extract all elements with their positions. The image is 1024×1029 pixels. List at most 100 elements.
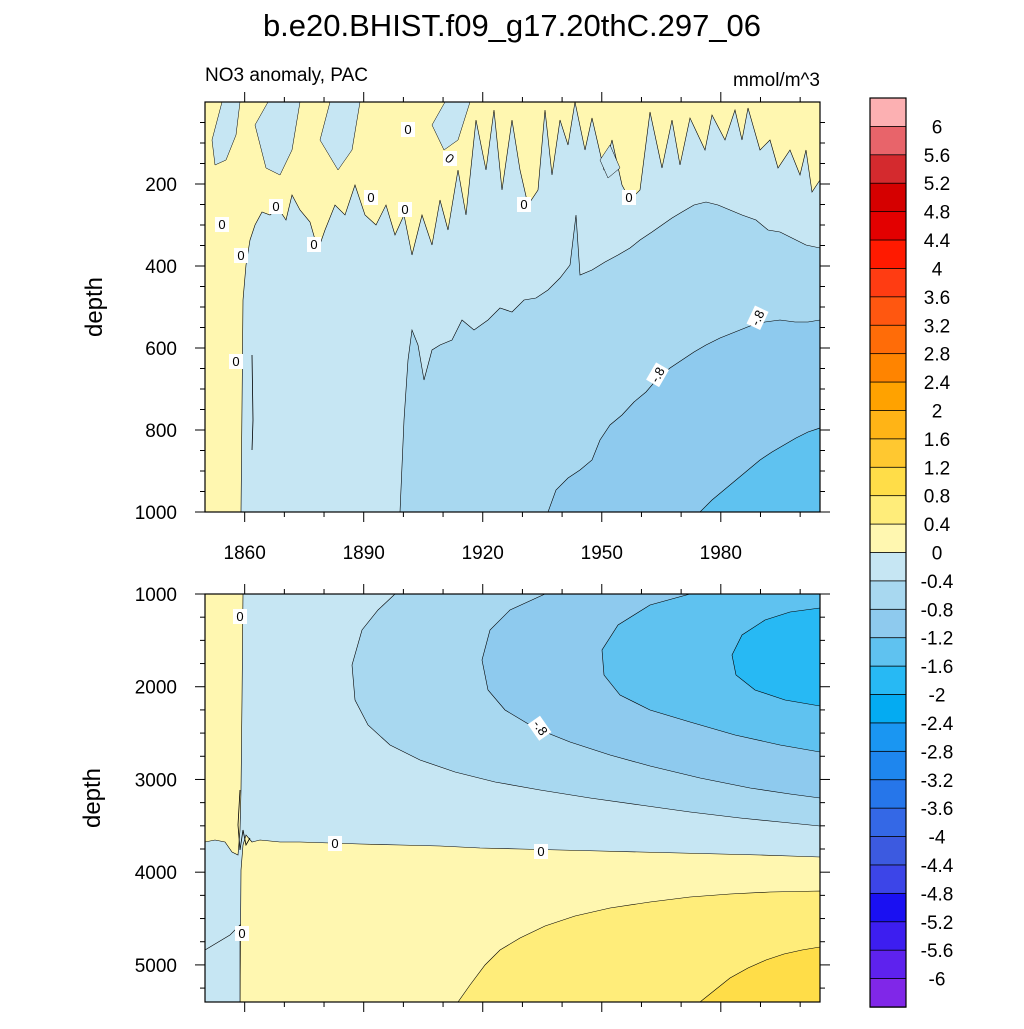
colorbar-tick-label: -1.6 — [921, 657, 954, 678]
colorbar-swatch — [869, 268, 907, 298]
colorbar-swatch — [869, 921, 907, 951]
colorbar-swatch — [869, 495, 907, 525]
colorbar-swatch — [869, 410, 907, 440]
colorbar-tick-label: 3.2 — [924, 316, 950, 337]
colorbar-swatch — [869, 296, 907, 326]
upper-neg08-region — [547, 319, 820, 512]
svg-text:0: 0 — [232, 354, 239, 369]
colorbar-swatch — [869, 126, 907, 156]
colorbar-tick-label: -0.8 — [921, 600, 954, 621]
upper-axes: 200 400 600 800 1000 1860 1890 1920 1950 1980 — [135, 92, 830, 564]
colorbar-tick-label: 0 — [932, 544, 943, 565]
svg-text:0: 0 — [238, 926, 245, 941]
svg-text:-.8: -.8 — [748, 308, 768, 328]
svg-text:-.8: -.8 — [530, 717, 551, 738]
colorbar-tick-label: -4 — [929, 828, 946, 849]
colorbar-tick-label: 2.8 — [924, 345, 950, 366]
colorbar-swatch — [869, 978, 907, 1008]
upper-contour-fill: 0 0 0 0 0 0 0 0 0 0 0 -.8 -.8 — [205, 102, 820, 512]
svg-text:0: 0 — [401, 202, 408, 217]
colorbar-tick-label: -4.4 — [921, 856, 954, 877]
colorbar-tick-label: 0.8 — [924, 487, 950, 508]
colorbar-tick-label: -2.4 — [921, 714, 954, 735]
lower-ytick-label: 3000 — [135, 770, 177, 791]
lower-plot-frame — [204, 593, 821, 1003]
colorbar-swatch — [869, 864, 907, 895]
lower-ytick-label: 5000 — [135, 956, 177, 977]
colorbar-swatch — [869, 523, 907, 554]
colorbar-tick-label: 3.6 — [924, 288, 950, 309]
svg-text:0: 0 — [625, 190, 632, 205]
upper-y-axis-label: depth — [81, 277, 108, 337]
colorbar-swatch — [869, 608, 907, 639]
chart-title: b.e20.BHIST.f09_g17.20thC.297_06 — [263, 8, 761, 43]
lower-ytick-label: 1000 — [135, 585, 177, 606]
lower-neg16-region — [731, 607, 820, 707]
svg-text:0: 0 — [404, 122, 411, 137]
colorbar-tick-label: 1.6 — [924, 430, 950, 451]
colorbar-tick-label: 4.4 — [924, 231, 951, 252]
colorbar-tick-label: 5.2 — [924, 174, 950, 195]
svg-text:0: 0 — [537, 844, 544, 859]
colorbar: 6 5.6 5.2 4.8 4.4 4 3.6 3.2 2.8 2.4 2 1.6 1.2 0.8 0.4 0… — [869, 97, 954, 1008]
svg-text:0: 0 — [272, 199, 279, 214]
colorbar-swatch — [869, 750, 907, 781]
colorbar-swatch — [869, 722, 907, 753]
upper-xtick-label: 1920 — [462, 543, 504, 564]
lower-pos04-region — [457, 890, 820, 1002]
colorbar-swatch — [869, 807, 907, 838]
colorbar-tick-label: -0.4 — [921, 572, 954, 593]
colorbar-tick-label: -1.2 — [921, 629, 954, 650]
colorbar-tick-label: -5.6 — [921, 941, 954, 962]
upper-ytick-label: 200 — [145, 175, 177, 196]
colorbar-swatch — [869, 353, 907, 383]
colorbar-swatch — [869, 466, 907, 497]
colorbar-tick-label: 2 — [932, 401, 943, 422]
svg-text:0: 0 — [331, 836, 338, 851]
colorbar-tick-label: 0.4 — [924, 515, 951, 536]
colorbar-tick-label: 6 — [932, 117, 943, 138]
colorbar-tick-label: -4.8 — [921, 884, 954, 905]
svg-text:0: 0 — [237, 248, 244, 263]
upper-neg12-region — [699, 427, 820, 512]
chart-units: mmol/m^3 — [733, 70, 820, 91]
upper-ytick-label: 1000 — [135, 503, 177, 524]
colorbar-swatch — [869, 637, 907, 667]
svg-text:0: 0 — [218, 217, 225, 232]
colorbar-tick-label: 4 — [932, 259, 943, 280]
colorbar-tick-label: -3.6 — [921, 799, 954, 820]
upper-xtick-label: 1950 — [581, 543, 623, 564]
colorbar-swatch — [869, 949, 907, 980]
colorbar-swatch — [869, 381, 907, 412]
colorbar-frame — [869, 97, 907, 1008]
svg-text:0: 0 — [236, 609, 243, 624]
upper-xtick-label: 1980 — [700, 543, 742, 564]
colorbar-tick-label: -2 — [929, 686, 946, 707]
colorbar-swatch — [869, 438, 907, 468]
upper-ytick-label: 800 — [145, 421, 177, 442]
colorbar-tick-label: -5.2 — [921, 913, 954, 934]
lower-pos08-region — [699, 946, 820, 1002]
lower-y-axis-label: depth — [79, 768, 106, 828]
colorbar-swatch — [869, 836, 907, 866]
svg-text:0: 0 — [367, 190, 374, 205]
chart-subtitle: NO3 anomaly, PAC — [205, 65, 368, 86]
upper-xtick-label: 1860 — [224, 543, 266, 564]
upper-xtick-label: 1890 — [343, 543, 385, 564]
svg-text:0: 0 — [310, 237, 317, 252]
lower-contour-fill: 0 0 0 0 -.8 — [205, 594, 820, 1002]
colorbar-tick-label: -6 — [929, 970, 946, 991]
colorbar-swatch — [869, 580, 907, 611]
colorbar-swatch — [869, 665, 907, 696]
lower-axes: 1000 2000 3000 4000 5000 — [135, 584, 830, 1012]
colorbar-tick-label: -2.8 — [921, 742, 954, 763]
upper-ytick-label: 400 — [145, 257, 177, 278]
colorbar-tick-label: -3.2 — [921, 771, 954, 792]
colorbar-swatch — [869, 892, 907, 923]
colorbar-swatch — [869, 97, 907, 128]
upper-ytick-label: 600 — [145, 339, 177, 360]
colorbar-swatch — [869, 779, 907, 809]
svg-text:-.8: -.8 — [647, 364, 668, 385]
colorbar-tick-label: 5.6 — [924, 146, 950, 167]
